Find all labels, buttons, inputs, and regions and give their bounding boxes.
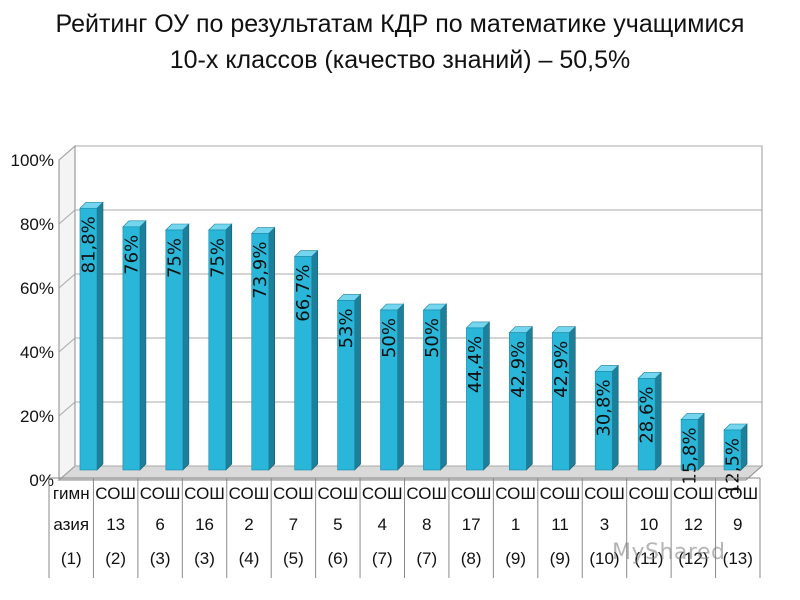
category-label-line2: 9 bbox=[733, 515, 742, 534]
y-tick-label: 40% bbox=[20, 343, 54, 362]
category-label-line2: 16 bbox=[195, 515, 214, 534]
gridline-side bbox=[58, 145, 76, 161]
data-label: 42,9% bbox=[508, 341, 529, 398]
data-label: 28,6% bbox=[637, 386, 658, 443]
category-label-line2: 17 bbox=[462, 515, 481, 534]
category-label-line2: 5 bbox=[333, 515, 342, 534]
category-label-line2: азия bbox=[53, 515, 89, 534]
category-label-line1: СОШ bbox=[495, 484, 536, 503]
category-label-line1: СОШ bbox=[540, 484, 581, 503]
bar bbox=[637, 378, 656, 471]
category-rank: (12) bbox=[678, 549, 708, 568]
bar bbox=[122, 226, 141, 471]
chart-title: Рейтинг ОУ по результатам КДР по математ… bbox=[55, 10, 745, 74]
bar bbox=[509, 332, 527, 471]
category-rank: (7) bbox=[372, 549, 393, 568]
watermark-text: MyShared bbox=[612, 540, 726, 565]
category-label-line2: 6 bbox=[155, 515, 164, 534]
data-label: 50% bbox=[422, 318, 443, 358]
data-label: 50% bbox=[379, 318, 400, 358]
data-label: 76% bbox=[121, 235, 142, 275]
category-label-line1: СОШ bbox=[229, 484, 270, 503]
category-rank: (9) bbox=[550, 549, 571, 568]
category-label-line1: СОШ bbox=[584, 484, 625, 503]
category-label-line1: СОШ bbox=[95, 484, 136, 503]
bar bbox=[79, 207, 98, 471]
category-rank: (3) bbox=[150, 549, 171, 568]
bar bbox=[723, 429, 742, 471]
bar bbox=[466, 327, 484, 471]
data-label: 75% bbox=[164, 238, 185, 278]
category-label-line1: СОШ bbox=[406, 484, 447, 503]
category-rank: (9) bbox=[505, 549, 526, 568]
category-label-line1: СОШ bbox=[362, 484, 403, 503]
category-label-line1: СОШ bbox=[629, 484, 670, 503]
category-label-line1: гимн bbox=[53, 484, 90, 503]
data-label: 12,5% bbox=[723, 438, 744, 495]
category-rank: (3) bbox=[194, 549, 215, 568]
category-rank: (1) bbox=[61, 549, 82, 568]
category-label-line1: СОШ bbox=[717, 484, 758, 503]
bar bbox=[423, 309, 441, 471]
category-rank: (10) bbox=[589, 549, 619, 568]
bar bbox=[380, 309, 398, 471]
bar bbox=[680, 419, 699, 471]
category-rank: (7) bbox=[416, 549, 437, 568]
category-rank: (4) bbox=[239, 549, 260, 568]
data-label: 44,4% bbox=[465, 336, 486, 393]
bar bbox=[551, 332, 570, 471]
category-label-line2: 4 bbox=[378, 515, 387, 534]
data-label: 53% bbox=[336, 308, 357, 348]
category-label-line1: СОШ bbox=[184, 484, 225, 503]
data-label: 73,9% bbox=[250, 242, 271, 299]
category-label-line1: СОШ bbox=[273, 484, 314, 503]
category-label-line2: 10 bbox=[639, 515, 658, 534]
y-tick-label: 20% bbox=[20, 407, 54, 426]
y-tick-label: 60% bbox=[20, 279, 54, 298]
bar bbox=[208, 229, 227, 471]
gridline-side bbox=[58, 273, 76, 289]
y-tick-label: 0% bbox=[29, 471, 54, 490]
category-rank: (5) bbox=[283, 549, 304, 568]
category-label-line1: СОШ bbox=[317, 484, 358, 503]
category-rank: (11) bbox=[634, 549, 663, 568]
data-label: 15,8% bbox=[680, 427, 701, 484]
data-label: 75% bbox=[207, 238, 228, 278]
data-label: 42,9% bbox=[551, 341, 572, 398]
category-label-line2: 8 bbox=[422, 515, 431, 534]
bar bbox=[294, 256, 312, 471]
gridline-side bbox=[58, 401, 76, 417]
category-rank: (6) bbox=[327, 549, 348, 568]
category-label-line2: 12 bbox=[684, 515, 703, 534]
category-label-line2: 1 bbox=[511, 515, 520, 534]
bar bbox=[165, 229, 184, 471]
gridline-side bbox=[58, 337, 76, 353]
category-label-line1: СОШ bbox=[451, 484, 492, 503]
bar bbox=[251, 233, 270, 471]
category-label-line2: 13 bbox=[106, 515, 125, 534]
category-rank: (2) bbox=[105, 549, 126, 568]
bar bbox=[337, 300, 355, 471]
data-label: 66,7% bbox=[293, 265, 314, 322]
y-tick-label: 100% bbox=[11, 151, 54, 170]
category-rank: (8) bbox=[461, 549, 482, 568]
data-label: 81,8% bbox=[78, 216, 99, 273]
gridline-side bbox=[58, 209, 76, 225]
category-label-line2: 3 bbox=[600, 515, 609, 534]
y-tick-label: 80% bbox=[20, 215, 54, 234]
category-rank: (13) bbox=[723, 549, 753, 568]
plot-side-wall bbox=[58, 144, 76, 482]
category-label-line2: 7 bbox=[289, 515, 298, 534]
data-label: 30,8% bbox=[594, 379, 615, 436]
category-label-line1: СОШ bbox=[140, 484, 181, 503]
category-label-line2: 11 bbox=[551, 515, 569, 534]
category-label-line1: СОШ bbox=[673, 484, 714, 503]
bar bbox=[594, 371, 613, 471]
category-label-line2: 2 bbox=[244, 515, 253, 534]
